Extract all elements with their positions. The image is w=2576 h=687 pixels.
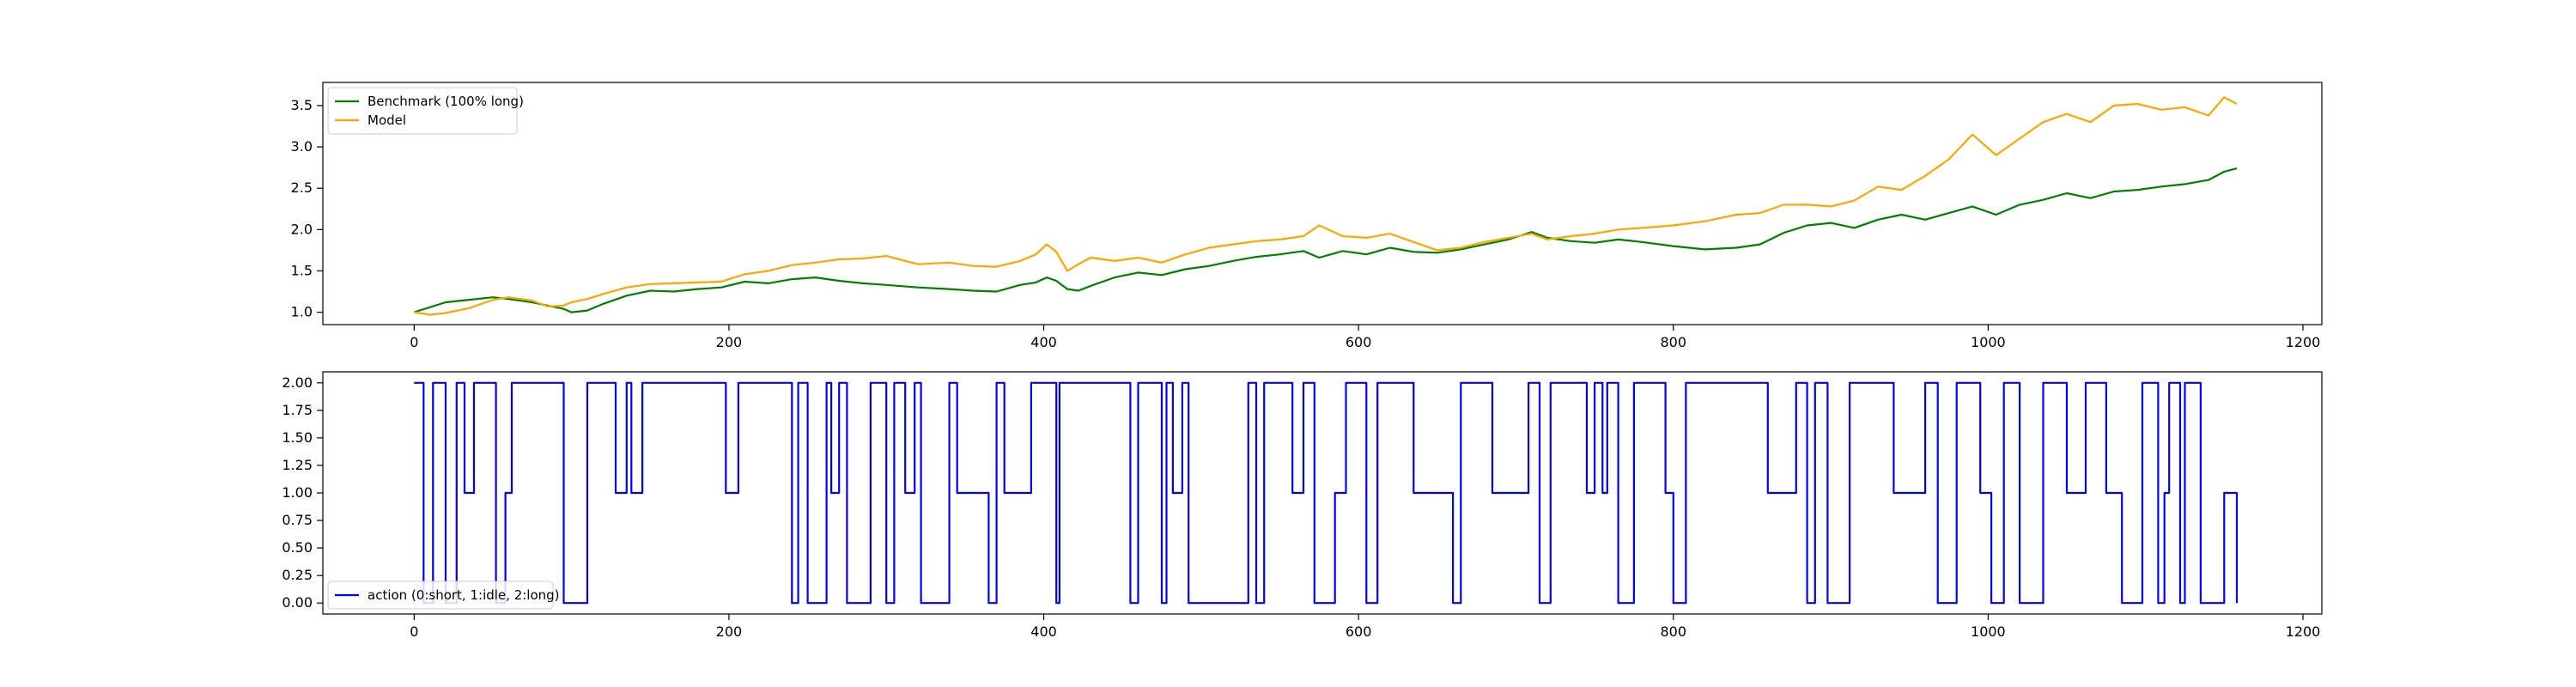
y-tick-label: 1.5	[291, 262, 313, 278]
legend-label: Benchmark (100% long)	[368, 94, 524, 109]
x-tick-label: 0	[410, 334, 418, 350]
series-line-1	[413, 167, 2238, 313]
y-tick-label: 0.50	[282, 539, 313, 556]
x-tick-label: 200	[716, 623, 743, 640]
plot-area	[413, 96, 2238, 316]
legend: action (0:short, 1:idle, 2:long)	[327, 581, 560, 610]
legend-label: action (0:short, 1:idle, 2:long)	[368, 587, 560, 603]
x-tick-label: 1000	[1971, 623, 2006, 640]
chart-panel-2: 0 200 400 600 800 1000 1200 0.00 0.25 0.50 0.75 1.0…	[282, 371, 2323, 640]
y-tick-label: 1.50	[282, 429, 313, 446]
x-tick-label: 0	[410, 623, 418, 640]
y-tick-label: 0.25	[282, 567, 313, 583]
x-tick-label: 200	[716, 334, 743, 350]
x-tick-label: 1000	[1971, 334, 2006, 350]
y-tick-label: 2.5	[291, 179, 313, 196]
y-tick-label: 1.25	[282, 457, 313, 473]
y-tick-label: 0.00	[282, 594, 313, 611]
x-tick-label: 800	[1661, 334, 1687, 350]
series-line-1	[414, 381, 2239, 605]
x-tick-label: 1200	[2286, 334, 2321, 350]
y-tick-label: 1.0	[291, 304, 313, 320]
y-tick-label: 1.00	[282, 484, 313, 501]
plot-area	[414, 381, 2239, 605]
y-tick-label: 0.75	[282, 512, 313, 528]
legend-label: Model	[368, 112, 406, 128]
x-tick-label: 400	[1030, 334, 1057, 350]
series-line-2	[414, 96, 2238, 316]
legend-box	[327, 87, 518, 135]
x-tick-label: 600	[1346, 623, 1372, 640]
chart-panel-1: 0 200 400 600 800 1000 1200 1.0 1.5 2.0 2.5 3.0 3.5 B…	[291, 82, 2323, 350]
y-tick-label: 3.0	[291, 138, 313, 155]
x-tick-label: 400	[1030, 623, 1057, 640]
y-tick-label: 2.00	[282, 374, 313, 391]
legend: Benchmark (100% long) Model	[327, 87, 524, 135]
x-tick-label: 800	[1661, 623, 1687, 640]
y-tick-label: 1.75	[282, 402, 313, 418]
y-tick-label: 3.5	[291, 97, 313, 113]
axes-frame	[322, 82, 2323, 325]
y-tick-label: 2.0	[291, 221, 313, 237]
x-tick-label: 1200	[2286, 623, 2321, 640]
x-tick-label: 600	[1346, 334, 1372, 350]
legend-box	[327, 581, 554, 610]
